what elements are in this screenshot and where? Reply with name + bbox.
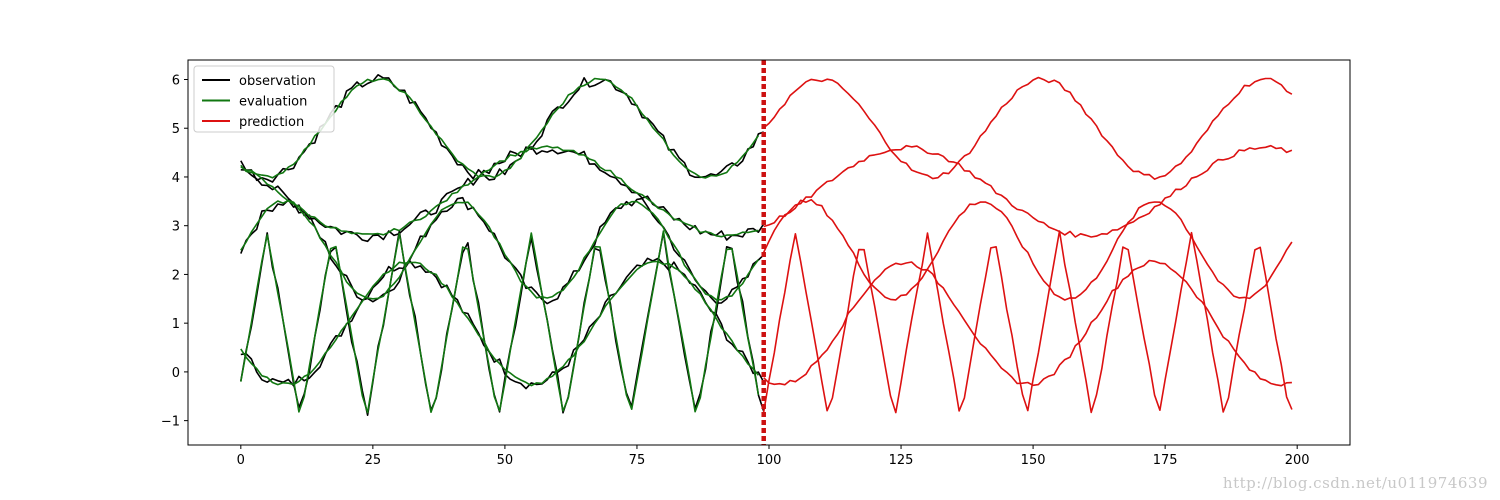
- y-tick-label: 1: [172, 317, 180, 332]
- series-line-evaluation-3: [240, 199, 760, 301]
- series-line-prediction-2: [763, 259, 1292, 387]
- series-line-prediction-1: [762, 230, 1293, 414]
- x-tick-label: 50: [497, 453, 514, 468]
- x-tick-label: 150: [1021, 453, 1046, 468]
- legend-label-prediction: prediction: [239, 115, 304, 130]
- x-tick-label: 125: [889, 453, 914, 468]
- watermark-text: http://blog.csdn.net/u011974639: [1222, 474, 1488, 492]
- x-tick-label: 100: [757, 453, 782, 468]
- y-tick-label: 3: [172, 220, 180, 235]
- x-tick-label: 175: [1153, 453, 1178, 468]
- x-tick-label: 0: [237, 453, 245, 468]
- x-tick-label: 25: [365, 453, 382, 468]
- series-line-evaluation-4: [240, 145, 759, 238]
- legend-label-observation: observation: [239, 74, 316, 89]
- y-tick-label: −1: [161, 415, 180, 430]
- legend: observation evaluation prediction: [193, 65, 335, 133]
- series-line-evaluation-1: [240, 230, 760, 414]
- y-tick-label: 0: [172, 366, 180, 381]
- y-tick-label: 5: [172, 122, 180, 137]
- series-line-prediction-5: [763, 76, 1293, 180]
- legend-box: [193, 65, 335, 133]
- x-tick-label: 75: [629, 453, 646, 468]
- y-tick-label: 6: [172, 73, 180, 88]
- axes: 0 25 50 75 100 125 150 175 200 −1 0 1 2 3 4 5 6: [161, 59, 1351, 468]
- y-tick-label: 2: [172, 268, 180, 283]
- series-line-prediction-4: [763, 144, 1293, 238]
- series-line-evaluation-2: [240, 260, 760, 387]
- y-tick-label: 4: [172, 171, 180, 186]
- series-line-prediction-3: [762, 198, 1293, 301]
- x-tick-label: 200: [1285, 453, 1310, 468]
- series-line-observation-1: [240, 230, 765, 417]
- legend-label-evaluation: evaluation: [239, 95, 307, 110]
- plot-area: [240, 60, 1293, 445]
